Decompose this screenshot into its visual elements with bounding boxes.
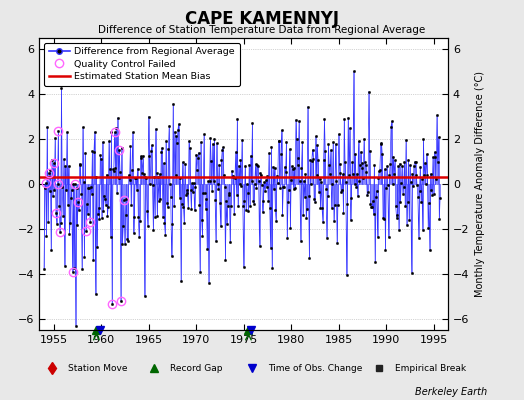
Y-axis label: Monthly Temperature Anomaly Difference (°C): Monthly Temperature Anomaly Difference (… xyxy=(475,71,485,297)
Text: Difference of Station Temperature Data from Regional Average: Difference of Station Temperature Data f… xyxy=(99,25,425,35)
Text: CAPE KAMENNYJ: CAPE KAMENNYJ xyxy=(185,10,339,28)
Text: Empirical Break: Empirical Break xyxy=(395,364,466,373)
Text: Station Move: Station Move xyxy=(68,364,127,373)
Legend: Difference from Regional Average, Quality Control Failed, Estimated Station Mean: Difference from Regional Average, Qualit… xyxy=(44,43,239,86)
Text: Record Gap: Record Gap xyxy=(170,364,223,373)
Text: Berkeley Earth: Berkeley Earth xyxy=(415,387,487,397)
Text: Time of Obs. Change: Time of Obs. Change xyxy=(268,364,363,373)
